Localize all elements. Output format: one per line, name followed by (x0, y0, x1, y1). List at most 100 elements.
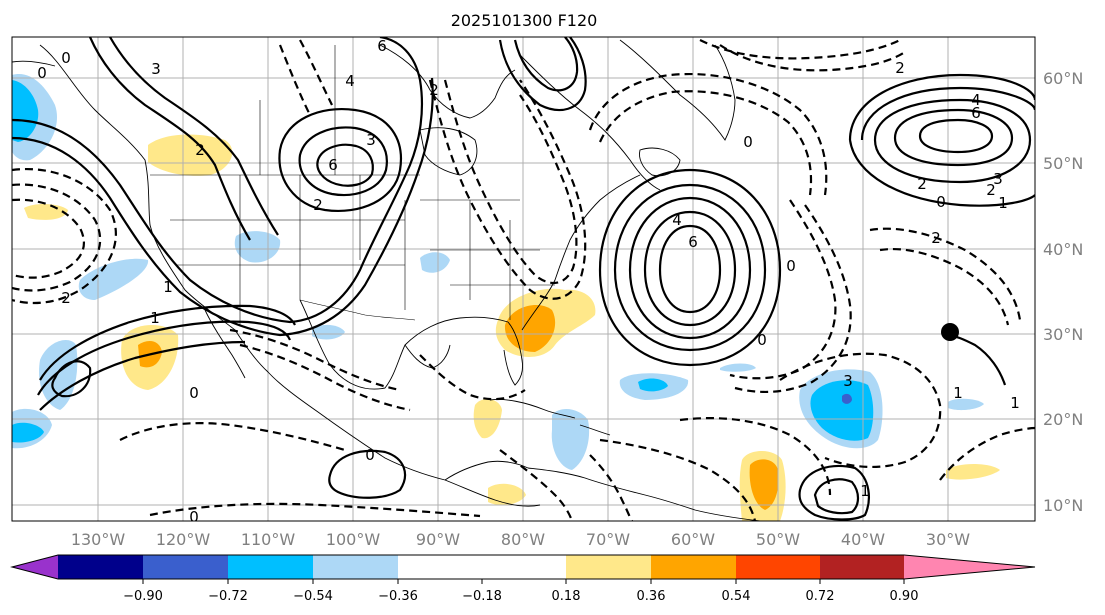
colorbar-extend-high (904, 555, 1035, 579)
shade-lightblue-eatl (948, 398, 984, 411)
lon-label: 100°W (326, 530, 381, 549)
lat-label: 40°N (1043, 240, 1083, 259)
contour-label: 0 (61, 49, 71, 67)
colorbar-tick-label: 0.54 (722, 589, 751, 604)
map-title: 2025101300 F120 (451, 11, 598, 30)
contour-label: 0 (37, 64, 47, 82)
map-content: 0 3 2 6 4 3 2 6 0 2 4 6 0 2 2 4 6 0 2 3 … (12, 37, 1035, 526)
lon-label: 70°W (586, 530, 630, 549)
colorbar-segment (58, 555, 143, 579)
colorbar-tick-label: 0.18 (552, 589, 581, 604)
lon-label: 40°W (841, 530, 885, 549)
contour-label: 2 (61, 289, 71, 307)
colorbar-ticks (142, 579, 905, 584)
graticule (12, 37, 1035, 521)
colorbar-segment (398, 555, 566, 579)
contour-label: 0 (743, 133, 753, 151)
shade-yellow-panama (488, 483, 526, 506)
contour-label: 2 (917, 175, 927, 193)
colorbar-tick-label: −0.36 (378, 589, 418, 604)
colorbar-segment (566, 555, 651, 579)
shade-lightblue-carib (551, 408, 590, 470)
shade-blue-atl1 (638, 378, 668, 392)
lon-label: 120°W (156, 530, 211, 549)
positive-contours (12, 37, 1035, 521)
lon-label: 90°W (416, 530, 460, 549)
contour-label: 3 (151, 60, 161, 78)
contour-label: 4 (345, 72, 355, 90)
contour-label: 2 (895, 59, 905, 77)
contour-label: 3 (993, 170, 1003, 188)
colorbar-tick-label: −0.90 (123, 589, 163, 604)
shade-blue-wpac2 (12, 422, 44, 443)
lon-label: 80°W (501, 530, 545, 549)
shade-darkblue-atl3 (842, 393, 852, 404)
contour-label: 0 (189, 508, 199, 526)
lat-label: 10°N (1043, 496, 1083, 515)
contour-label: 6 (688, 233, 698, 251)
shade-yellow-pnw (148, 134, 233, 176)
contour-labels: 0 3 2 6 4 3 2 6 0 2 4 6 0 2 2 4 6 0 2 3 … (37, 37, 1020, 526)
contour-label: 0 (936, 193, 946, 211)
colorbar-segment (820, 555, 904, 579)
political-borders (150, 45, 555, 325)
contour-label: 3 (366, 131, 376, 149)
colorbar-segment (651, 555, 736, 579)
colorbar-segment (228, 555, 313, 579)
lat-label: 60°N (1043, 69, 1083, 88)
contour-label: 6 (971, 104, 981, 122)
lon-label: 30°W (926, 530, 970, 549)
lon-label: 60°W (671, 530, 715, 549)
contour-label: 2 (931, 229, 941, 247)
contour-label: 1 (150, 309, 160, 327)
colorbar-segment (736, 555, 820, 579)
colorbar-tick-label: 0.72 (806, 589, 835, 604)
contour-label: 1 (998, 194, 1008, 212)
shade-lightblue-gulf (420, 252, 450, 273)
contour-label: 4 (971, 91, 981, 109)
shade-lightblue-mexico (312, 324, 345, 340)
longitude-labels: 130°W 120°W 110°W 100°W 90°W 80°W 70°W 6… (71, 530, 970, 549)
contour-label: 2 (195, 141, 205, 159)
lat-label: 50°N (1043, 154, 1083, 173)
contour-label: 2 (429, 81, 439, 99)
contour-label: 4 (672, 211, 682, 229)
shaded-anomalies (12, 74, 1000, 521)
negative-contours (12, 39, 1035, 521)
shade-lightblue-atl2 (720, 363, 756, 372)
lat-label: 20°N (1043, 410, 1083, 429)
contour-label: 3 (843, 372, 853, 390)
shade-lightblue-wpac (39, 340, 78, 410)
latitude-labels: 60°N 50°N 40°N 30°N 20°N 10°N (1043, 69, 1083, 515)
contour-label: 1 (163, 278, 173, 296)
contour-label: 2 (313, 196, 323, 214)
shade-orange-satl (749, 459, 779, 510)
contour-label: 1 (953, 384, 963, 402)
colorbar-segment (313, 555, 398, 579)
contour-label: 0 (757, 331, 767, 349)
contour-label: 1 (1010, 394, 1020, 412)
contour-label: 1 (860, 482, 870, 500)
contour-label: 6 (377, 37, 387, 55)
colorbar-tick-label: −0.54 (293, 589, 333, 604)
colorbar-tick-label: −0.72 (208, 589, 248, 604)
lon-label: 110°W (241, 530, 296, 549)
colorbar-extend-low (12, 555, 58, 579)
shade-blue-atl3 (810, 380, 874, 441)
contour-label: 0 (189, 384, 199, 402)
shade-yellow-eatl (946, 464, 1000, 480)
contour-label: 0 (365, 446, 375, 464)
colorbar-tick-label: −0.18 (462, 589, 502, 604)
lon-label: 130°W (71, 530, 126, 549)
contour-label: 2 (986, 181, 996, 199)
shade-lightblue-westus (234, 231, 281, 263)
shade-lightblue-pacific (78, 258, 149, 300)
contour-label: 6 (328, 156, 338, 174)
contour-label: 0 (786, 257, 796, 275)
lon-label: 50°W (756, 530, 800, 549)
lat-label: 30°N (1043, 325, 1083, 344)
colorbar-segment (143, 555, 228, 579)
map-frame (11, 36, 1036, 522)
colorbar-tick-label: 0.36 (637, 589, 666, 604)
